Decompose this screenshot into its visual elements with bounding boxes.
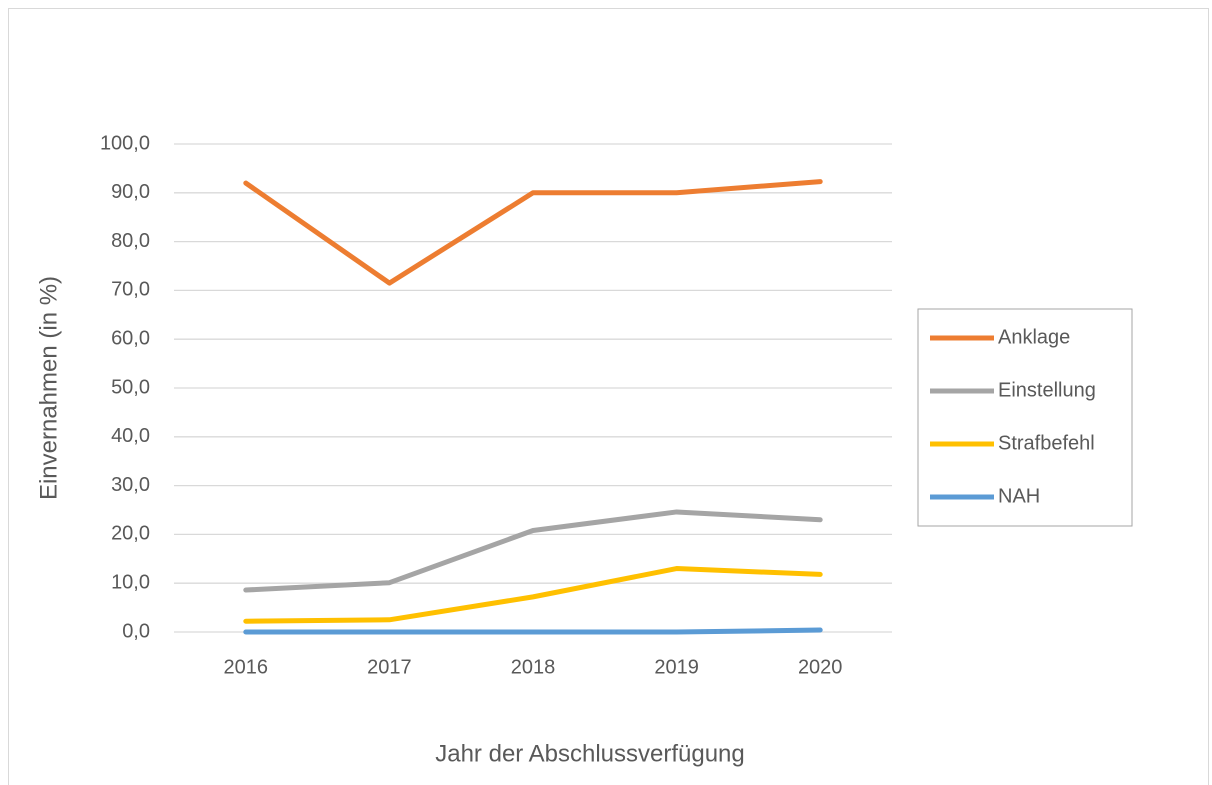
x-tick-label: 2018 [511, 656, 556, 678]
y-tick-label: 30,0 [111, 474, 150, 496]
series-line [243, 627, 823, 635]
y-tick-label: 80,0 [111, 230, 150, 252]
legend-label: Strafbefehl [998, 432, 1095, 454]
series-line [243, 179, 823, 286]
x-axis-label: Jahr der Abschlussverfügung [435, 740, 745, 767]
x-tick-label: 2016 [224, 656, 269, 678]
chart-border [8, 8, 1209, 785]
series-line [243, 566, 823, 624]
y-tick-label: 20,0 [111, 523, 150, 545]
x-tick-label: 2019 [654, 656, 699, 678]
y-tick-label: 60,0 [111, 327, 150, 349]
legend-label: Einstellung [998, 379, 1096, 401]
y-tick-label: 90,0 [111, 181, 150, 203]
y-tick-label: 40,0 [111, 425, 150, 447]
x-tick-label: 2020 [798, 656, 843, 678]
y-tick-label: 70,0 [111, 279, 150, 301]
legend-label: Anklage [998, 326, 1070, 348]
y-tick-label: 0,0 [122, 620, 150, 642]
legend-box [917, 308, 1133, 527]
series-line [243, 509, 823, 593]
y-axis-label: Einvernahmen (in %) [35, 276, 62, 500]
y-tick-label: 50,0 [111, 376, 150, 398]
y-tick-label: 10,0 [111, 571, 150, 593]
x-tick-label: 2017 [367, 656, 412, 678]
legend-label: NAH [998, 485, 1040, 507]
y-tick-label: 100,0 [100, 132, 150, 154]
